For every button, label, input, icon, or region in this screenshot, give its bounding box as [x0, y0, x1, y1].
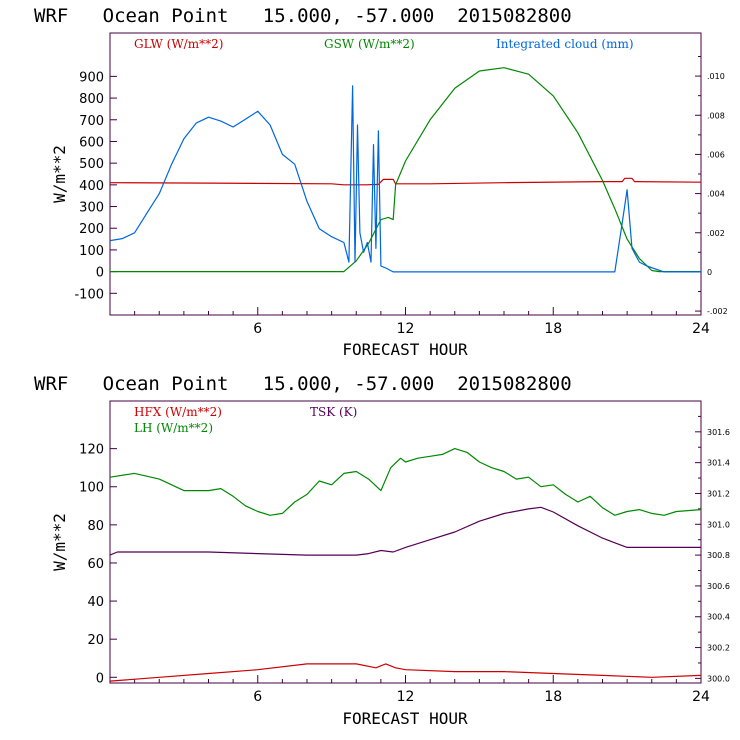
- y2-tick-label: 300.8: [707, 551, 730, 560]
- y2-tick-label: .002: [707, 229, 725, 238]
- y2-tick-label: .004: [707, 190, 725, 199]
- y-tick-label: 20: [87, 633, 104, 648]
- x-tick-label: 6: [253, 689, 262, 705]
- y-axis-label-bottom: W/m**2: [50, 513, 69, 571]
- y2-tick-label: -.002: [707, 307, 728, 316]
- y2-tick-label: 300.4: [707, 613, 730, 622]
- legend-integrated-cloud: Integrated cloud (mm): [496, 37, 634, 51]
- x-tick-label: 6: [253, 321, 262, 337]
- y-tick-label: 800: [79, 92, 104, 107]
- y-tick-label: 900: [79, 70, 104, 85]
- x-axis-bottom: 6 12 18 24: [134, 675, 710, 705]
- y-tick-label: 60: [87, 557, 104, 572]
- x-tick-label: 12: [397, 321, 415, 337]
- y-tick-label: 400: [79, 179, 104, 194]
- y-axis-right-top: -.002 0 .002 .004 .006 .008 .010: [695, 56, 728, 316]
- y2-tick-label: .008: [707, 111, 725, 120]
- y-tick-label: 0: [96, 671, 104, 686]
- legend-tsk: TSK (K): [310, 405, 357, 419]
- y-tick-label: 200: [79, 222, 104, 237]
- y-tick-label: 700: [79, 114, 104, 129]
- x-tick-label: 18: [544, 321, 562, 337]
- series-line-glw: [109, 177, 702, 186]
- y-tick-label: 100: [79, 481, 104, 496]
- series-line-hfx: [109, 663, 702, 682]
- x-tick-label: 12: [397, 689, 415, 705]
- y-tick-label: 120: [79, 443, 104, 458]
- y-tick-label: 0: [96, 266, 104, 281]
- x-axis-label-top: FORECAST HOUR: [342, 340, 468, 359]
- y2-tick-label: 301.2: [707, 489, 730, 498]
- y2-tick-label: 301.6: [707, 428, 730, 437]
- y2-tick-label: 301.4: [707, 459, 730, 468]
- x-tick-label: 18: [544, 689, 562, 705]
- series-group-top: [109, 67, 702, 273]
- legend-lh: LH (W/m**2): [134, 421, 213, 435]
- y2-tick-label: .010: [707, 72, 725, 81]
- chart-title-top: WRF Ocean Point 15.000, -57.000 20150828…: [34, 5, 572, 27]
- x-axis-label-bottom: FORECAST HOUR: [342, 709, 468, 728]
- x-tick-label: 24: [692, 689, 710, 705]
- series-line-lh: [109, 448, 702, 516]
- y-tick-label: 80: [87, 519, 104, 534]
- y-tick-label: 300: [79, 201, 104, 216]
- y-tick-label: 100: [79, 244, 104, 259]
- y-tick-label: 500: [79, 157, 104, 172]
- legend-glw: GLW (W/m**2): [134, 37, 223, 51]
- series-group-bottom: [109, 448, 702, 682]
- series-line-tsk: [109, 506, 701, 556]
- y-tick-label: 40: [87, 595, 104, 610]
- chart-title-bottom: WRF Ocean Point 15.000, -57.000 20150828…: [34, 373, 572, 395]
- y-tick-label: -100: [74, 287, 104, 302]
- y2-tick-label: 301.0: [707, 520, 730, 529]
- y2-tick-label: 300.6: [707, 582, 730, 591]
- y-tick-label: 600: [79, 135, 104, 150]
- legend-hfx: HFX (W/m**2): [134, 405, 222, 419]
- series-line-integrated: [109, 85, 701, 273]
- chart-panel-top: WRF Ocean Point 15.000, -57.000 20150828…: [34, 5, 728, 359]
- y2-tick-label: 300.0: [707, 674, 730, 683]
- legend-gsw: GSW (W/m**2): [324, 37, 415, 51]
- plot-frame-top: [109, 32, 702, 316]
- y2-tick-label: 300.2: [707, 644, 730, 653]
- y2-tick-label: .006: [707, 150, 725, 159]
- series-line-gsw: [110, 67, 701, 273]
- x-tick-label: 24: [692, 321, 710, 337]
- y-axis-left-top: -100 0 100 200 300 400 500 600 700 800 900: [74, 70, 117, 302]
- y2-tick-label: 0: [707, 268, 712, 277]
- y-axis-right-bottom: 300.0 300.2 300.4 300.6 300.8 301.0 301.2 301.4…: [695, 415, 730, 683]
- x-axis-top: 6 12 18 24: [134, 307, 710, 337]
- chart-panel-bottom: WRF Ocean Point 15.000, -57.000 20150828…: [34, 373, 730, 728]
- y-axis-left-bottom: 0 20 40 60 80 100 120: [79, 443, 117, 686]
- y-axis-label-top: W/m**2: [50, 145, 69, 203]
